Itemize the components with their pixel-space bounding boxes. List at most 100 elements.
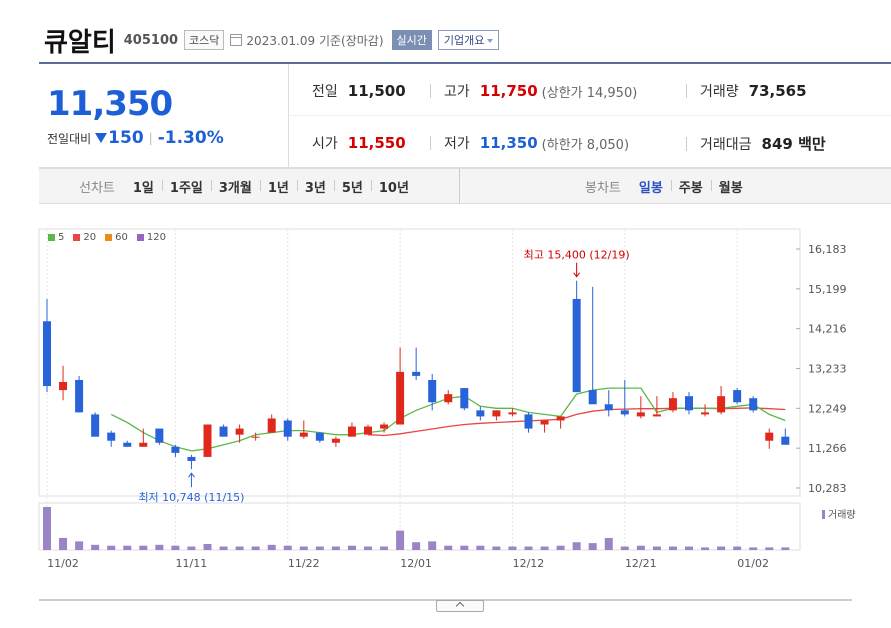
candle-body	[524, 414, 533, 429]
candle-body	[540, 420, 549, 425]
price-plot-frame	[38, 228, 801, 497]
volume-bar	[107, 545, 116, 550]
volume-bar	[685, 546, 693, 550]
legend-swatch-ma5	[48, 234, 55, 241]
period-1y[interactable]: 1년	[259, 177, 297, 196]
volume-bar	[556, 545, 565, 550]
candle-body	[572, 298, 581, 393]
candle-weekly[interactable]: 주봉	[670, 177, 711, 196]
candle-body	[171, 446, 180, 453]
candle-body	[412, 371, 421, 376]
candle-body	[187, 456, 196, 461]
period-1w[interactable]: 1주일	[161, 177, 211, 196]
legend-ma20: 20	[83, 232, 97, 243]
stock-name: 큐알티	[44, 27, 116, 58]
candle-body	[364, 426, 372, 435]
change-percent: -1.30%	[157, 128, 224, 148]
volume-bar	[636, 545, 645, 550]
candle-body	[396, 371, 405, 425]
stock-code: 405100	[123, 32, 179, 48]
legend-ma60: 60	[115, 232, 128, 243]
candle-body	[588, 390, 597, 405]
y-tick-label: 15,199	[808, 283, 847, 296]
period-1d[interactable]: 1일	[132, 180, 154, 196]
candle-body	[717, 396, 726, 413]
candle-monthly[interactable]: 월봉	[710, 177, 751, 196]
candle-body	[155, 428, 164, 443]
volume-bar	[380, 546, 389, 550]
x-tick-label: 01/02	[737, 557, 769, 570]
company-overview-dropdown[interactable]: 기업개요	[437, 30, 500, 50]
candle-body	[43, 321, 51, 387]
stock-header: 큐알티 405100 코스닥 2023.01.09 기준(장마감) 실시간 기업…	[44, 22, 500, 58]
x-tick-label: 12/01	[400, 557, 432, 570]
volume-bar	[331, 546, 340, 550]
legend-swatch-ma120	[136, 234, 144, 241]
period-3m[interactable]: 3개월	[210, 177, 260, 196]
company-overview-label: 기업개요	[443, 34, 485, 47]
legend-swatch-ma60	[105, 234, 113, 241]
period-10y[interactable]: 10년	[370, 177, 417, 196]
volume-bar	[187, 546, 196, 550]
volume-bar	[524, 546, 533, 550]
candle-daily[interactable]: 일봉	[638, 180, 663, 196]
candle-body	[492, 410, 501, 417]
volume-bar	[235, 546, 244, 550]
candle-body	[283, 420, 292, 437]
current-price-box: 11,350 전일대비 150 | -1.30%	[39, 64, 289, 168]
candle-body	[476, 410, 485, 417]
volume-bar	[460, 545, 469, 550]
low-price: 저가 11,350 (하한가 8,050)	[430, 133, 629, 153]
volume-bar	[75, 541, 84, 550]
line-chart-group: 선차트 1일 1주일 3개월 1년 3년 5년 10년	[79, 169, 417, 203]
max-price-annotation: 최고 15,400 (12/19)	[524, 249, 630, 262]
collapse-handle[interactable]	[436, 600, 484, 612]
volume-bar	[572, 542, 581, 550]
volume-bar	[396, 530, 405, 550]
volume-bar	[540, 546, 549, 550]
y-tick-label: 14,216	[808, 323, 847, 336]
volume-bar	[364, 546, 372, 550]
volume-bar	[171, 545, 180, 550]
candle-body	[75, 379, 84, 413]
realtime-button[interactable]: 실시간	[391, 30, 432, 50]
candle-body	[636, 412, 645, 417]
current-price: 11,350	[47, 84, 173, 124]
chevron-down-icon	[487, 39, 494, 43]
volume-bar	[251, 546, 260, 550]
prev-close: 전일 11,500	[312, 82, 406, 100]
volume-bar	[588, 543, 597, 550]
volume-bar	[765, 547, 774, 550]
x-tick-label: 11/22	[288, 557, 320, 570]
candle-body	[460, 388, 469, 409]
volume-bar	[652, 546, 661, 550]
down-triangle-icon	[95, 133, 108, 143]
candle-body	[299, 432, 308, 437]
volume-bar	[155, 544, 164, 550]
x-tick-label: 12/21	[625, 557, 657, 570]
candle-body	[123, 442, 132, 447]
market-badge: 코스닥	[184, 30, 225, 50]
candle-body	[765, 432, 774, 441]
x-tick-label: 12/12	[513, 557, 545, 570]
volume-bar	[620, 546, 629, 550]
y-tick-label: 13,233	[808, 363, 847, 376]
candle-chart-label: 봉차트	[585, 180, 621, 196]
period-5y[interactable]: 5년	[333, 177, 371, 196]
legend-ma5: 5	[58, 232, 65, 243]
volume-bar	[733, 546, 742, 550]
candle-body	[107, 432, 116, 441]
candle-body	[428, 379, 437, 403]
volume-bar	[219, 546, 228, 550]
volume-bar	[43, 507, 51, 550]
volume-bar	[267, 544, 276, 550]
volume-bar	[299, 546, 308, 550]
period-3y[interactable]: 3년	[296, 177, 334, 196]
chart-toolbar: 선차트 1일 1주일 3개월 1년 3년 5년 10년 봉차트 일봉 주봉 월봉	[39, 168, 891, 204]
candle-body	[508, 412, 517, 415]
candle-body	[781, 436, 790, 445]
volume-bar	[203, 543, 212, 550]
candle-body	[380, 424, 389, 429]
quote-panel: 11,350 전일대비 150 | -1.30% 전일 11,500 고가 11,7…	[39, 62, 891, 168]
volume-legend-swatch	[822, 510, 825, 519]
